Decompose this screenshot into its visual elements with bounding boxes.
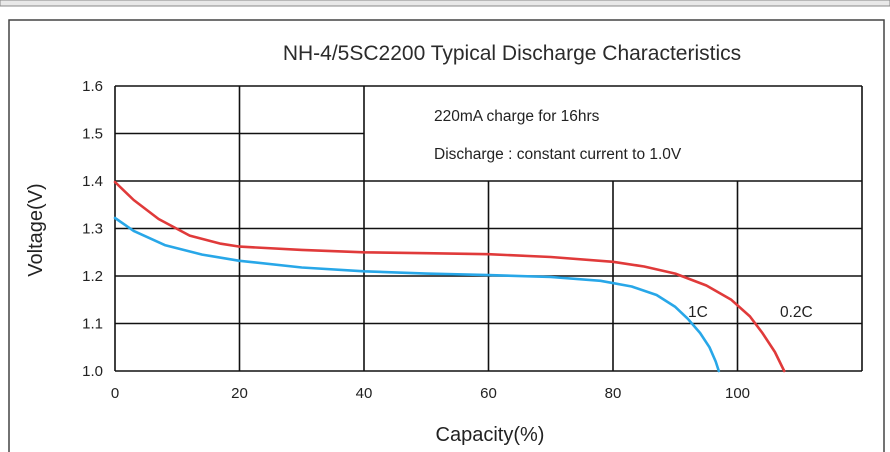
annotation-box bbox=[410, 96, 856, 178]
series-label-1c: 1C bbox=[688, 304, 708, 321]
y-tick-label: 1.3 bbox=[82, 221, 103, 238]
series-line-0-2c bbox=[113, 180, 786, 373]
x-tick-label: 40 bbox=[356, 385, 373, 402]
series-label-0-2c: 0.2C bbox=[780, 304, 813, 321]
x-tick-label: 20 bbox=[231, 385, 248, 402]
y-tick-label: 1.5 bbox=[82, 126, 103, 143]
y-tick-label: 1.6 bbox=[82, 78, 103, 95]
chart-border bbox=[8, 19, 885, 452]
series-lines bbox=[113, 180, 786, 373]
tick-labels: 0 20 40 60 80 100 1.0 1.1 1.2 1.3 1.4 1.5 1.6 bbox=[82, 78, 750, 402]
top-bar bbox=[0, 0, 890, 7]
y-tick-label: 1.0 bbox=[82, 363, 103, 380]
x-tick-label: 100 bbox=[725, 385, 750, 402]
y-tick-label: 1.1 bbox=[82, 316, 103, 333]
series-line-1c bbox=[113, 216, 721, 373]
annotation-charge: 220mA charge for 16hrs bbox=[434, 108, 600, 125]
y-tick-label: 1.4 bbox=[82, 173, 103, 190]
y-axis-label: Voltage(V) bbox=[25, 183, 47, 276]
x-tick-label: 60 bbox=[480, 385, 497, 402]
x-tick-label: 80 bbox=[605, 385, 622, 402]
annotation-discharge: Discharge : constant current to 1.0V bbox=[434, 146, 682, 163]
x-tick-label: 0 bbox=[111, 385, 119, 402]
y-tick-label: 1.2 bbox=[82, 268, 103, 285]
grid-lines bbox=[114, 85, 863, 372]
x-axis-label: Capacity(%) bbox=[436, 424, 545, 446]
chart-title: NH-4/5SC2200 Typical Discharge Character… bbox=[283, 42, 741, 65]
